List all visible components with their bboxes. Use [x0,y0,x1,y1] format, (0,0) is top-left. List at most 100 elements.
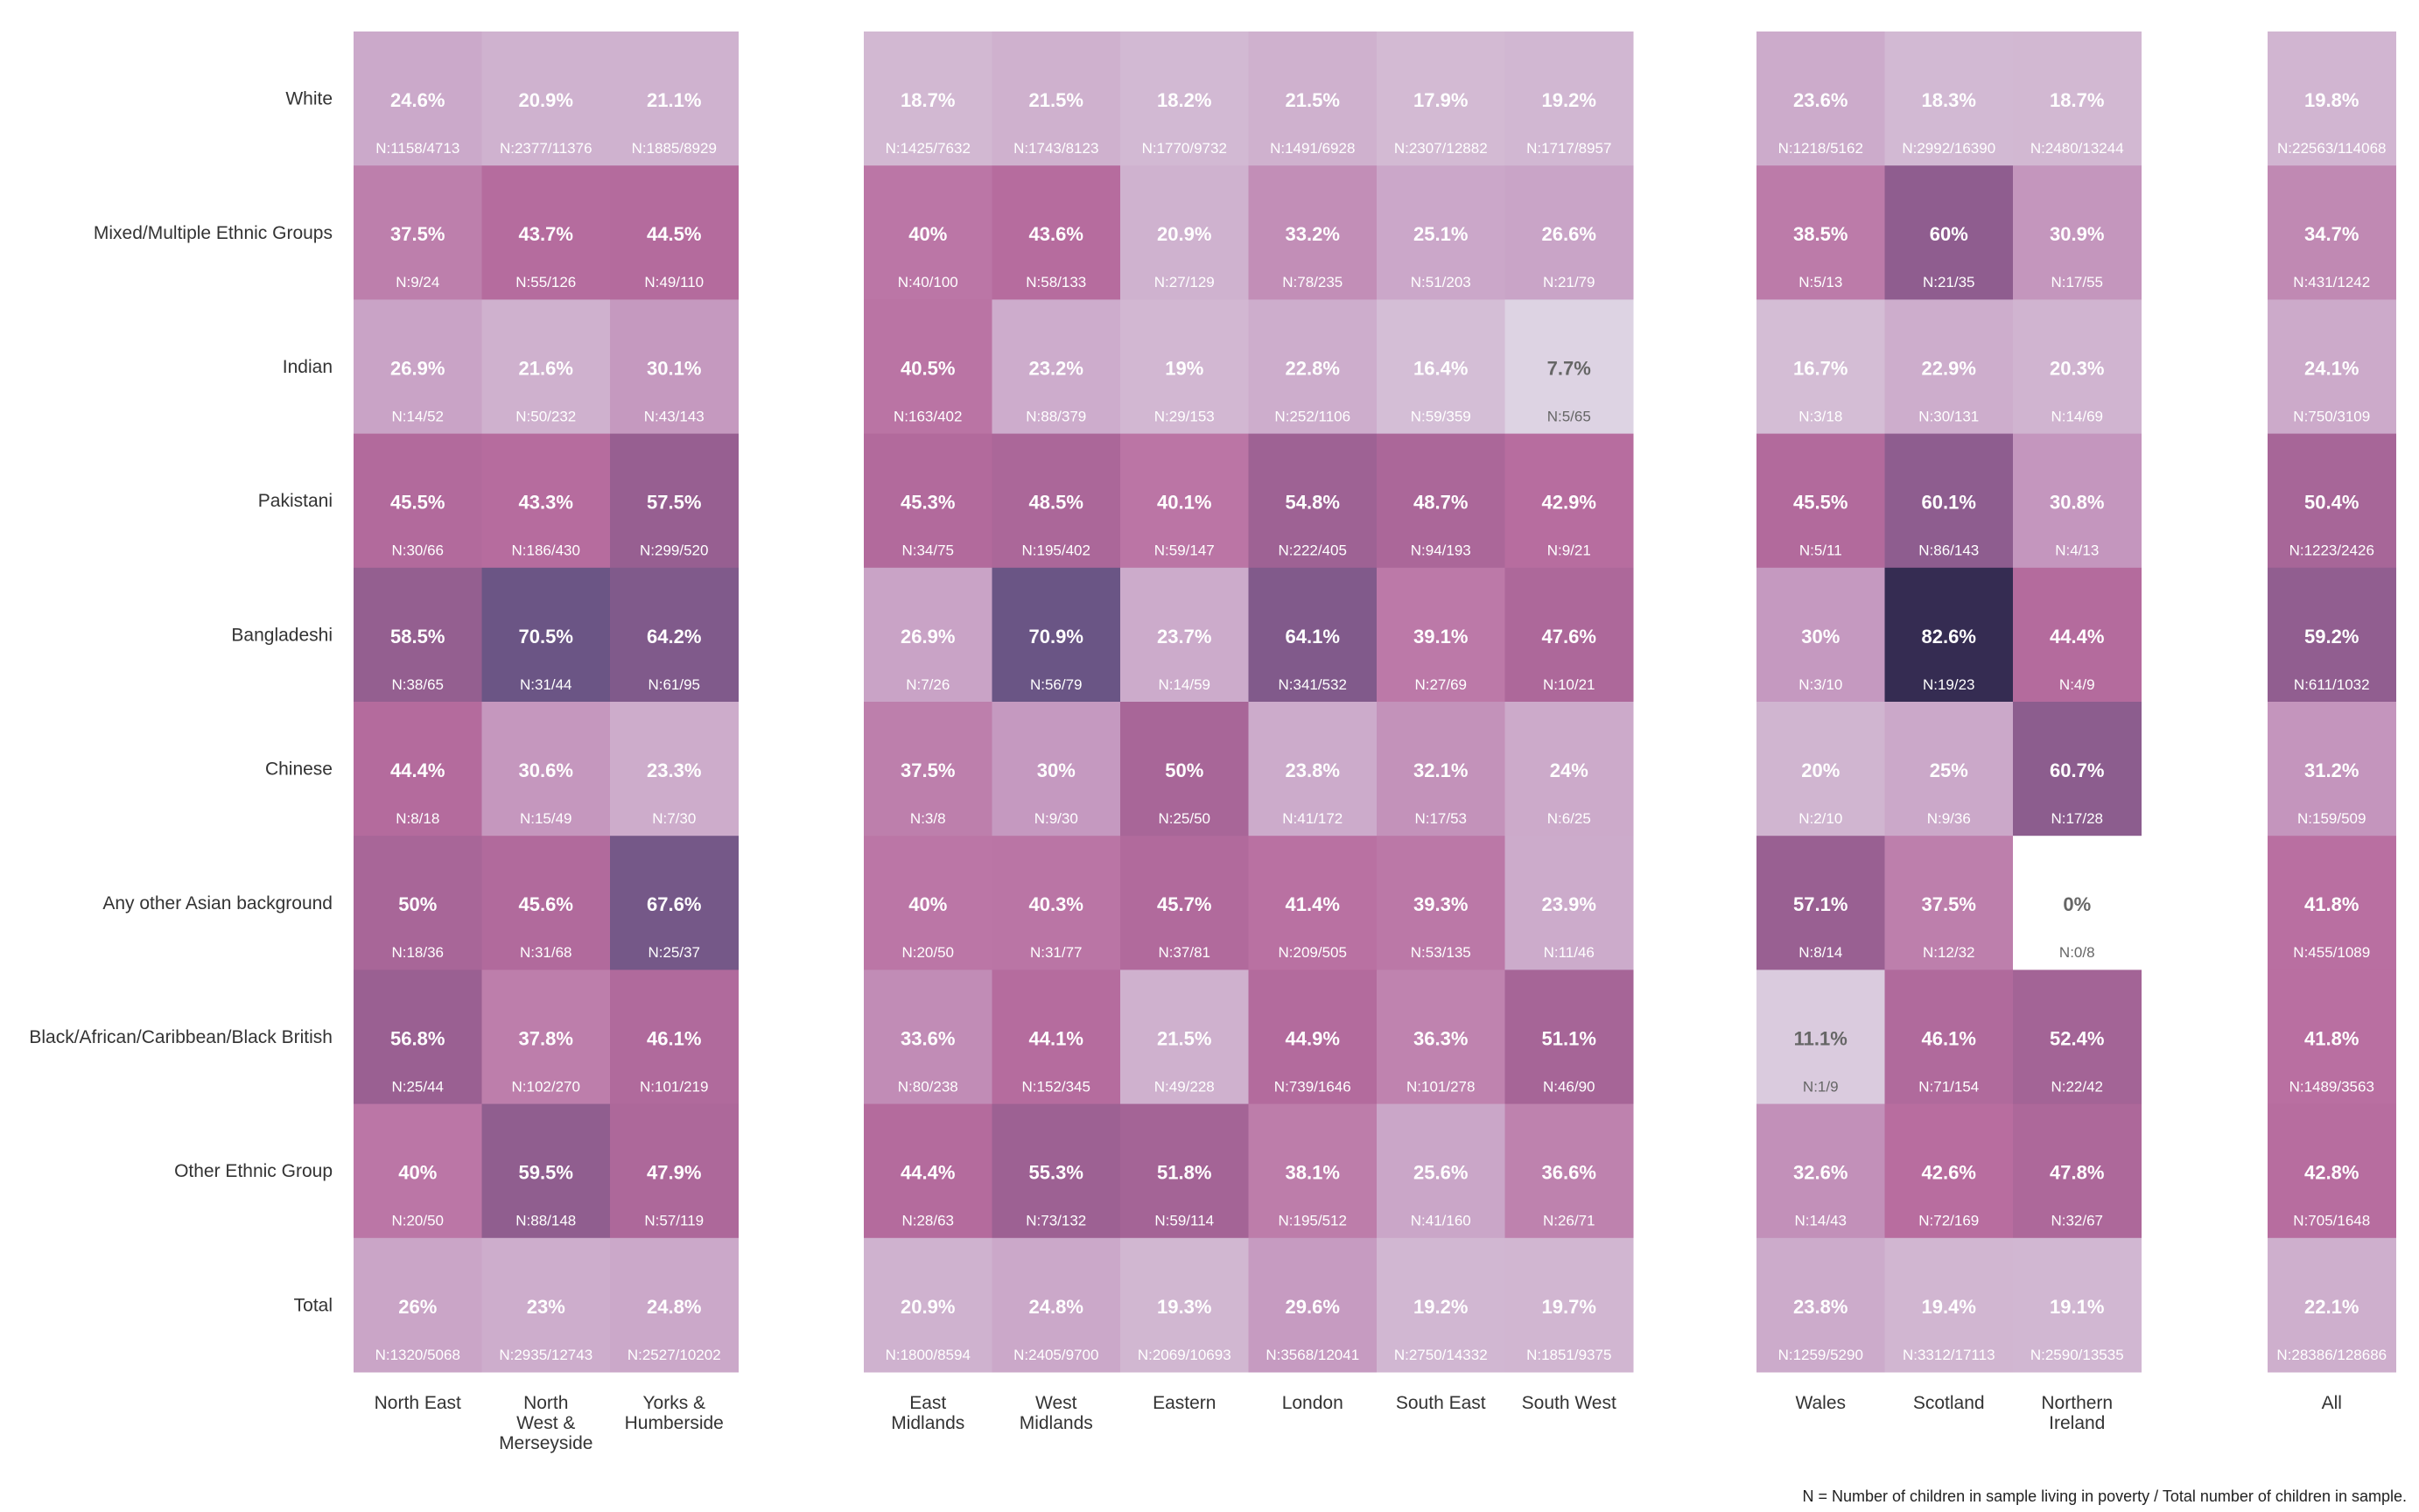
cell-n-label: N:30/66 [391,542,444,559]
cell-n-label: N:209/505 [1279,944,1347,961]
cell-percent-label: 58.5% [390,626,445,648]
cell-n-label: N:7/26 [906,676,950,693]
cell-n-label: N:2480/13244 [2030,140,2124,157]
cell-n-label: N:26/71 [1543,1213,1595,1229]
cell-n-label: N:46/90 [1543,1078,1595,1095]
heatmap-cell [1120,1103,1249,1239]
cell-n-label: N:7/30 [652,810,696,827]
column-label: Yorks & [642,1393,705,1413]
cell-percent-label: 24.8% [647,1296,701,1318]
cell-percent-label: 20% [1801,760,1840,781]
row-label: Indian [283,357,333,377]
column-label: Midlands [1020,1413,1093,1433]
cell-n-label: N:73/132 [1026,1213,1086,1229]
cell-n-label: N:252/1106 [1274,408,1350,424]
cell-n-label: N:10/21 [1543,676,1595,693]
cell-percent-label: 41.8% [2304,893,2359,915]
cell-percent-label: 32.6% [1793,1162,1848,1184]
cell-n-label: N:2405/9700 [1013,1347,1098,1363]
cell-n-label: N:50/232 [515,408,576,424]
heatmap-cell [992,299,1121,435]
heatmap-cell [1377,702,1505,836]
cell-n-label: N:2377/11376 [500,140,592,157]
heatmap-cell [1756,32,1885,166]
cell-percent-label: 7.7% [1547,357,1591,379]
heatmap-cell [481,32,611,166]
cell-n-label: N:49/228 [1154,1078,1215,1095]
cell-percent-label: 24.8% [1029,1296,1083,1318]
cell-percent-label: 47.9% [647,1162,701,1184]
cell-percent-label: 34.7% [2304,223,2359,245]
cell-percent-label: 22.9% [1922,357,1976,379]
heatmap-cell [864,299,992,435]
cell-n-label: N:61/95 [648,676,700,693]
heatmap-cell [354,567,482,703]
cell-percent-label: 24.6% [390,89,445,111]
heatmap-cell [864,433,992,569]
heatmap-cell [1884,702,2014,836]
cell-n-label: N:25/50 [1158,810,1210,827]
cell-n-label: N:27/69 [1414,676,1467,693]
cell-n-label: N:37/81 [1158,944,1210,961]
cell-n-label: N:31/77 [1030,944,1083,961]
heatmap-cell [1120,1237,1249,1373]
cell-percent-label: 44.5% [647,223,701,245]
heatmap-cell [1248,702,1378,836]
heatmap-cell [2268,567,2396,703]
cell-n-label: N:9/21 [1547,542,1591,559]
cell-percent-label: 20.9% [1157,223,1211,245]
cell-n-label: N:17/28 [2051,810,2103,827]
cell-percent-label: 40% [908,223,947,245]
cell-n-label: N:1223/2426 [2289,542,2374,559]
heatmap-cell [1504,836,1634,970]
cell-percent-label: 30.6% [519,760,573,781]
cell-percent-label: 45.7% [1157,893,1211,915]
cell-percent-label: 25% [1930,760,1968,781]
cell-percent-label: 48.7% [1413,492,1468,514]
cell-n-label: N:3312/17113 [1903,1347,1995,1363]
heatmap-cell [1756,299,1885,435]
cell-percent-label: 30% [1037,760,1076,781]
cell-percent-label: 50% [1165,760,1203,781]
heatmap-cell [481,970,611,1105]
cell-percent-label: 30.9% [2050,223,2104,245]
heatmap-cell [610,567,739,703]
cell-percent-label: 57.1% [1793,893,1848,915]
heatmap-cell [1120,702,1249,836]
heatmap-cell [1884,32,2014,166]
column-label: All [2322,1393,2342,1413]
cell-n-label: N:3/10 [1798,676,1842,693]
heatmap-cell [2268,32,2396,166]
cell-n-label: N:51/203 [1411,274,1471,290]
heatmap-cell [992,433,1121,569]
cell-percent-label: 42.6% [1922,1162,1976,1184]
cell-n-label: N:78/235 [1282,274,1343,290]
heatmap-cell [481,1237,611,1373]
cell-n-label: N:88/148 [515,1213,576,1229]
heatmap-cell [1504,32,1634,166]
heatmap-cell [1248,567,1378,703]
cell-n-label: N:2590/13535 [2030,1347,2124,1363]
cell-n-label: N:102/270 [512,1078,580,1095]
cell-percent-label: 20.3% [2050,357,2104,379]
cell-n-label: N:20/50 [391,1213,444,1229]
cell-n-label: N:1158/4713 [375,140,459,157]
cell-n-label: N:0/8 [2059,944,2095,961]
cell-percent-label: 59.2% [2304,626,2359,648]
cell-percent-label: 23.8% [1793,1296,1848,1318]
cell-percent-label: 29.6% [1286,1296,1340,1318]
column-label: Ireland [2049,1413,2105,1433]
cell-n-label: N:56/79 [1030,676,1083,693]
row-label: Total [294,1295,333,1315]
cell-percent-label: 43.3% [519,492,573,514]
cell-n-label: N:25/44 [391,1078,444,1095]
cell-n-label: N:195/512 [1279,1213,1347,1229]
cell-n-label: N:1800/8594 [886,1347,971,1363]
cell-n-label: N:1885/8929 [632,140,717,157]
cell-percent-label: 17.9% [1413,89,1468,111]
cell-percent-label: 22.1% [2304,1296,2359,1318]
cell-n-label: N:88/379 [1026,408,1086,424]
cell-n-label: N:17/55 [2051,274,2103,290]
cell-n-label: N:29/153 [1154,408,1215,424]
